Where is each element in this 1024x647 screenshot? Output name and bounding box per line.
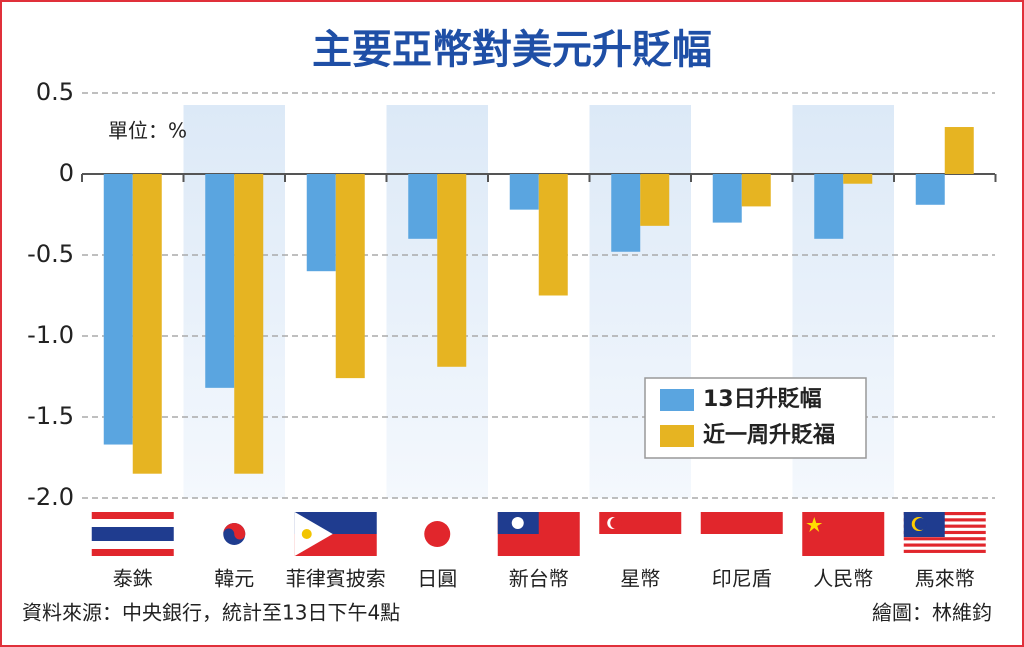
flag-part <box>903 549 986 553</box>
legend-swatch <box>660 425 694 447</box>
x-tick-label: 人民幣 <box>813 567 873 591</box>
flag-part <box>903 537 986 541</box>
flag <box>193 512 276 556</box>
y-tick-label: -1.5 <box>27 402 74 430</box>
legend-label: 13日升貶幅 <box>703 387 822 412</box>
flag-part <box>599 512 682 534</box>
flag <box>294 512 377 556</box>
y-tick-label: 0 <box>59 159 74 187</box>
flag-part <box>903 543 986 547</box>
bar <box>944 127 974 174</box>
source: 資料來源：中央銀行，統計至13日下午4點 <box>22 601 400 625</box>
bar <box>538 174 568 296</box>
x-tick-label: 新台幣 <box>509 567 569 591</box>
bar <box>712 174 742 223</box>
bar <box>741 174 771 207</box>
flag <box>802 512 885 556</box>
credit: 繪圖：林維鈞 <box>872 601 992 625</box>
flag <box>700 512 783 556</box>
legend-label: 近一周升貶福 <box>703 422 835 448</box>
x-tick-label: 菲律賓披索 <box>286 567 386 591</box>
bar <box>843 174 873 184</box>
flag-part <box>91 549 174 556</box>
x-tick-label: 印尼盾 <box>712 567 772 591</box>
x-tick-label: 馬來幣 <box>915 567 975 591</box>
flag-part <box>91 512 174 519</box>
flag-part <box>511 517 524 529</box>
x-tick-label: 日圓 <box>417 567 457 591</box>
y-tick-label: -1.0 <box>27 321 74 349</box>
flag-part <box>91 527 174 541</box>
bar <box>234 174 264 474</box>
y-tick-label: -2.0 <box>27 483 74 511</box>
bar <box>132 174 162 474</box>
y-tick-label: 0.5 <box>36 78 74 106</box>
bar <box>205 174 235 388</box>
flag-part <box>610 517 623 529</box>
flag-part <box>914 518 927 530</box>
bar <box>306 174 336 272</box>
flag-part <box>223 523 246 540</box>
chart-title: 主要亞幣對美元升貶幅 <box>312 27 712 73</box>
bar <box>509 174 539 210</box>
legend-swatch <box>660 389 694 411</box>
y-tick-label: -0.5 <box>27 240 74 268</box>
flag <box>599 512 682 556</box>
bar <box>611 174 641 252</box>
bar <box>640 174 670 226</box>
flag-part <box>802 512 885 556</box>
bar <box>814 174 844 239</box>
bar <box>335 174 365 379</box>
x-tick-label: 星幣 <box>620 567 660 591</box>
flag-part <box>424 521 451 547</box>
x-tick-label: 韓元 <box>214 567 254 591</box>
bar <box>437 174 467 367</box>
flag-part <box>301 529 312 539</box>
x-tick-label: 泰銖 <box>113 567 153 591</box>
flag-part <box>806 517 823 532</box>
flag <box>396 512 479 556</box>
flag <box>91 512 174 556</box>
bar <box>408 174 438 239</box>
bar <box>103 174 133 445</box>
flag <box>903 512 986 556</box>
flag-part <box>700 512 783 534</box>
unit-label: 單位：% <box>108 119 187 143</box>
flag-part <box>294 512 333 556</box>
bar <box>915 174 945 205</box>
flag <box>497 512 580 556</box>
